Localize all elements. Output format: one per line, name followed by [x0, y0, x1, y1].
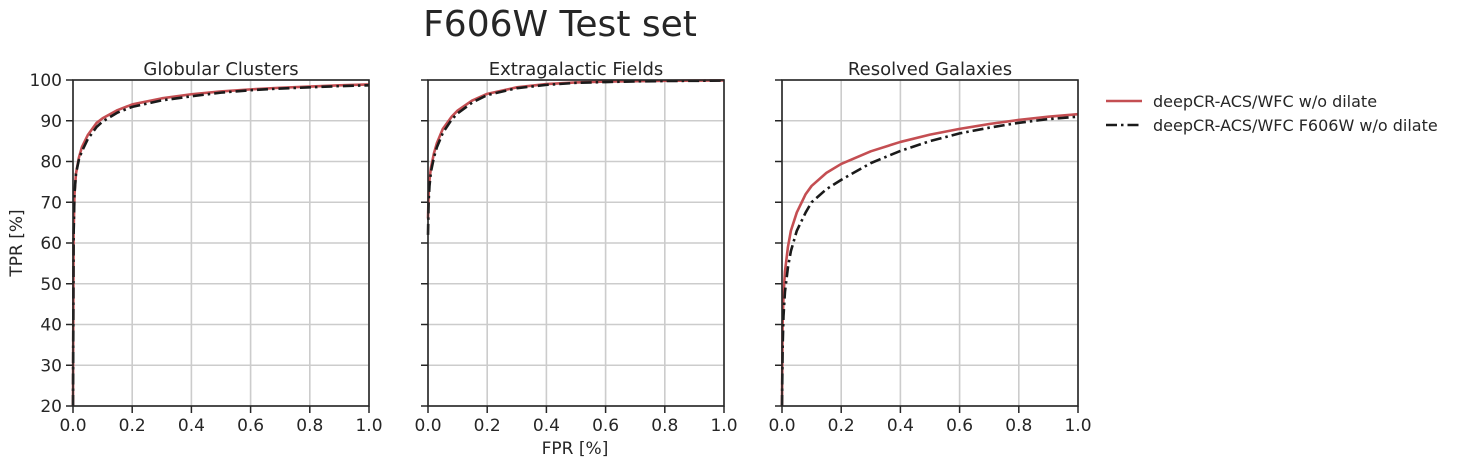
series-line-black — [71, 84, 370, 407]
x-tick-label: 0.2 — [828, 416, 855, 436]
x-tick-label: 0.4 — [887, 416, 914, 436]
panel-title: Extragalactic Fields — [489, 59, 664, 80]
x-tick-label: 0.0 — [414, 416, 441, 436]
panel-1: 0.0 0.2 0.4 0.6 0.8 1.0 20 30 40 50 60 70 80 90 100 Glo… — [30, 59, 383, 436]
x-tick-label: 1.0 — [1064, 416, 1091, 436]
series-line-black — [426, 79, 725, 235]
x-tick-label: 0.4 — [533, 416, 560, 436]
figure-title: F606W Test set — [423, 4, 697, 45]
x-tick-label: 0.4 — [178, 416, 205, 436]
legend-label-red: deepCR-ACS/WFC w/o dilate — [1153, 92, 1377, 111]
series-line-red — [71, 83, 370, 407]
y-tick-label: 30 — [40, 356, 62, 376]
x-tick-label: 0.6 — [592, 416, 619, 436]
y-tick-label: 40 — [40, 316, 62, 336]
x-tick-label: 0.6 — [237, 416, 264, 436]
x-tick-label: 0.0 — [768, 416, 795, 436]
y-tick-label: 80 — [40, 153, 62, 173]
panels: 0.0 0.2 0.4 0.6 0.8 1.0 20 30 40 50 60 70 80 90 100 Glo… — [30, 59, 1092, 436]
y-tick-label: 50 — [40, 275, 62, 295]
panel-2: 0.0 0.2 0.4 0.6 0.8 1.0 Extragalactic Fields — [414, 59, 737, 436]
x-tick-label: 0.6 — [946, 416, 973, 436]
panel-3: 0.0 0.2 0.4 0.6 0.8 1.0 Resolved Galaxies — [768, 59, 1091, 436]
series-line-red — [780, 112, 1079, 407]
series-line-red — [426, 79, 725, 219]
y-tick-label: 90 — [40, 112, 62, 132]
y-axis-label: TPR [%] — [7, 209, 27, 277]
legend-label-black: deepCR-ACS/WFC F606W w/o dilate — [1153, 116, 1438, 135]
y-tick-label: 20 — [40, 397, 62, 417]
x-tick-label: 0.0 — [59, 416, 86, 436]
x-tick-label: 1.0 — [355, 416, 382, 436]
y-tick-label: 60 — [40, 234, 62, 254]
x-tick-label: 0.2 — [119, 416, 146, 436]
x-tick-label: 0.2 — [474, 416, 501, 436]
y-tick-label: 100 — [30, 71, 62, 91]
x-tick-label: 0.8 — [651, 416, 678, 436]
x-tick-label: 0.8 — [296, 416, 323, 436]
x-axis-label: FPR [%] — [542, 439, 609, 459]
x-tick-label: 0.8 — [1005, 416, 1032, 436]
panel-title: Resolved Galaxies — [848, 59, 1012, 80]
y-tick-label: 70 — [40, 193, 62, 213]
panel-title: Globular Clusters — [143, 59, 298, 80]
legend: deepCR-ACS/WFC w/o dilate deepCR-ACS/WFC… — [1106, 92, 1438, 135]
series-line-black — [780, 115, 1079, 407]
x-tick-label: 1.0 — [710, 416, 737, 436]
